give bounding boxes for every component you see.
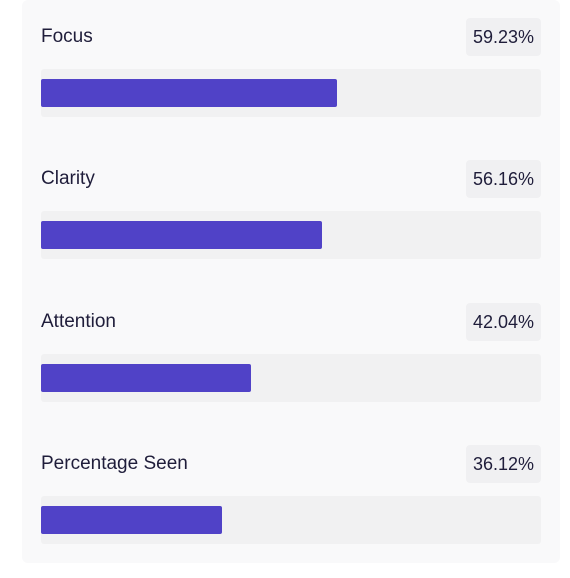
- progress-fill: [41, 506, 222, 534]
- metric-value-badge: 36.12%: [465, 445, 541, 483]
- progress-track: [41, 496, 541, 544]
- progress-fill: [41, 364, 252, 392]
- progress-track: [41, 354, 541, 402]
- metric-value-badge: 42.04%: [465, 303, 541, 341]
- progress-track: [41, 69, 541, 117]
- metric-value-badge: 59.23%: [465, 18, 541, 56]
- progress-fill: [41, 221, 322, 249]
- progress-fill: [41, 79, 338, 107]
- progress-track: [41, 211, 541, 259]
- metric-label: Percentage Seen: [41, 453, 188, 474]
- metrics-card: Focus 59.23% Clarity 56.16% Attention 42…: [22, 0, 560, 563]
- metric-label: Clarity: [41, 168, 95, 189]
- metric-value-badge: 56.16%: [465, 160, 541, 198]
- metric-label: Attention: [41, 311, 116, 332]
- metric-label: Focus: [41, 26, 93, 47]
